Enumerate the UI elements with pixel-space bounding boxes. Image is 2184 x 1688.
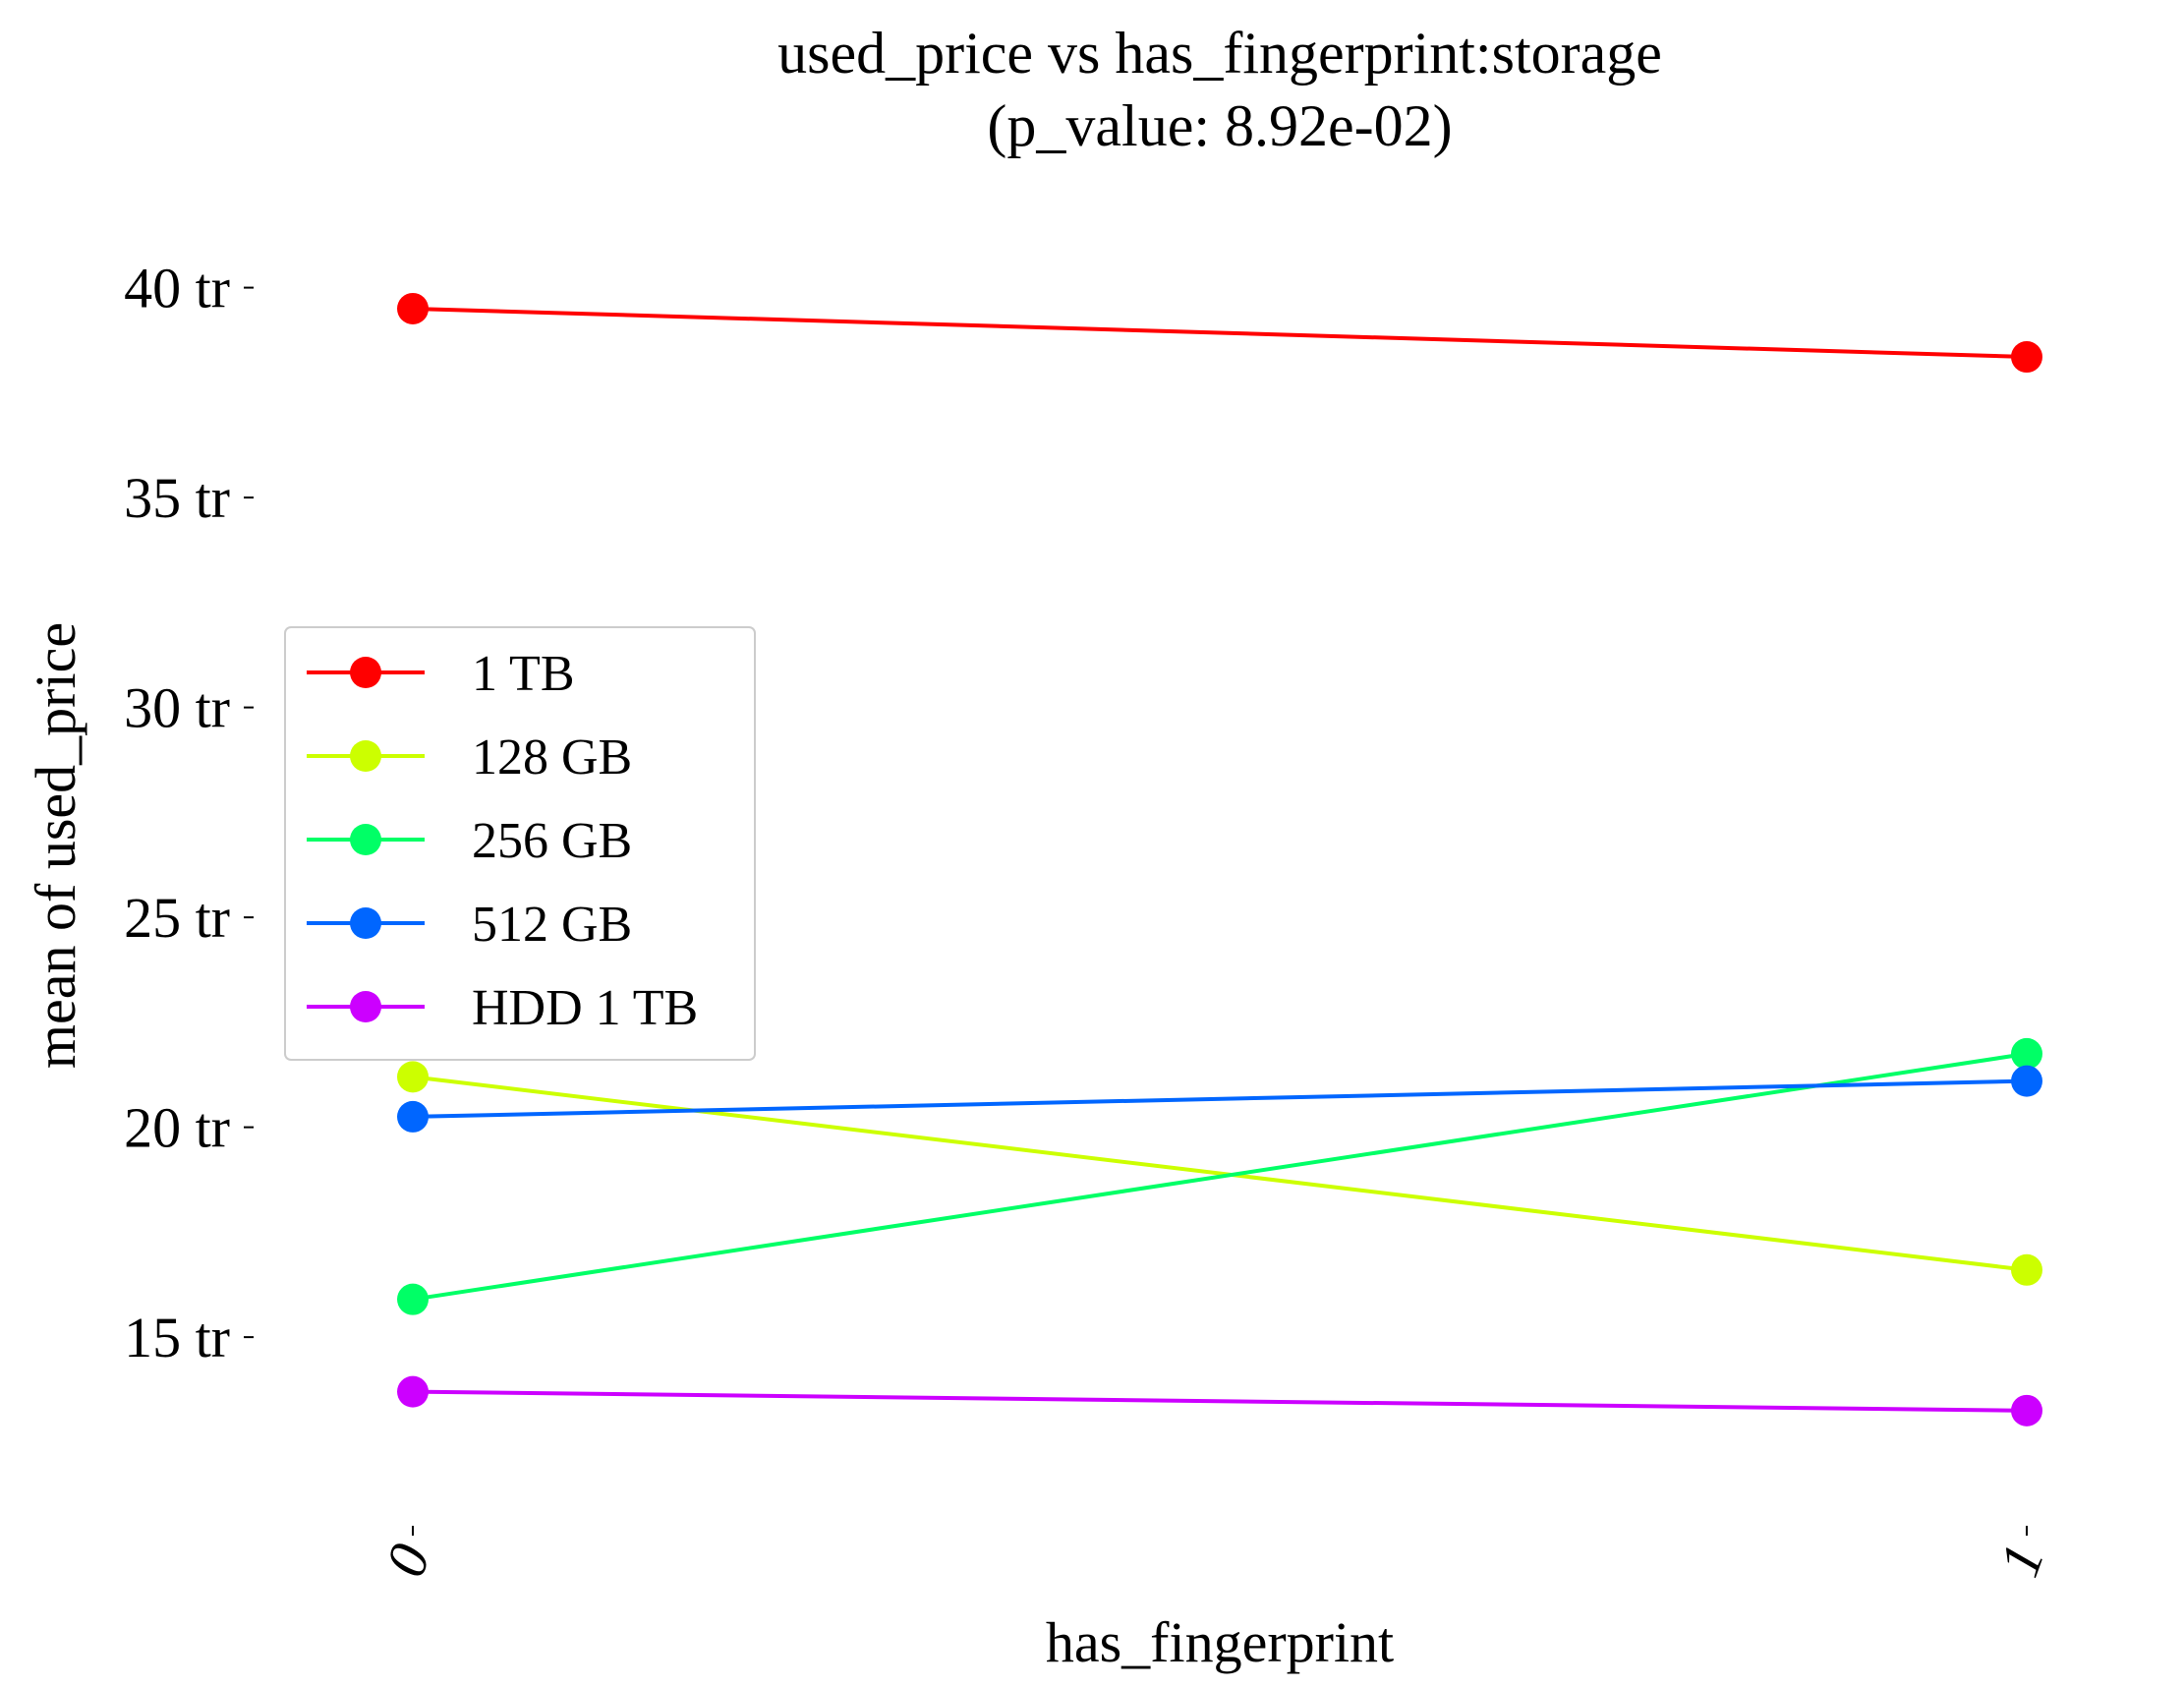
series-line <box>412 1389 2028 1413</box>
chart-title-line: used_price vs has_fingerprint:storage <box>777 21 1662 86</box>
legend-label: 512 GB <box>472 897 632 953</box>
data-point <box>2011 341 2042 374</box>
series-line <box>412 1051 2028 1302</box>
data-point <box>397 292 429 324</box>
legend-marker <box>350 740 381 772</box>
data-point <box>397 1061 429 1093</box>
x-axis-label: has_fingerprint <box>1046 1610 1394 1674</box>
series-line <box>412 1078 2028 1119</box>
legend-marker <box>350 991 381 1022</box>
y-tick-label: 30 tr <box>124 676 230 740</box>
data-point <box>2011 1037 2042 1070</box>
legend-item: 512 GB <box>307 897 632 953</box>
legend-frame <box>284 626 756 1061</box>
legend-item: 1 TB <box>307 646 575 702</box>
y-tick-label: 25 tr <box>124 886 230 950</box>
y-axis: 15 tr 20 tr 25 tr 30 tr 35 tr 40 tr <box>124 257 254 1369</box>
legend-item: 128 GB <box>307 729 632 786</box>
chart-title: used_price vs has_fingerprint:storage (p… <box>777 21 1662 158</box>
legend-label: 1 TB <box>472 646 575 702</box>
chart-subtitle-line: (p_value: 8.92e-02) <box>987 93 1452 158</box>
data-point <box>397 1283 429 1315</box>
series-group <box>397 1065 2042 1133</box>
legend-label: HDD 1 TB <box>472 980 698 1036</box>
series-layer <box>397 292 2042 1426</box>
y-tick-label: 20 tr <box>124 1096 230 1160</box>
series-line <box>412 306 2028 360</box>
legend-label: 128 GB <box>472 729 632 786</box>
y-tick-label: 35 tr <box>124 466 230 530</box>
legend-marker <box>350 907 381 939</box>
x-tick-label: 0 <box>373 1536 442 1584</box>
series-line <box>412 1075 2028 1272</box>
series-group <box>397 292 2042 374</box>
legend-item: 256 GB <box>307 813 632 869</box>
y-axis-label: mean of used_price <box>24 622 87 1069</box>
series-group <box>397 1061 2042 1286</box>
legend-item: HDD 1 TB <box>307 980 698 1036</box>
legend: 1 TB 128 GB 256 GB 512 GB HDD 1 TB <box>284 626 756 1061</box>
legend-marker <box>350 657 381 688</box>
data-point <box>2011 1253 2042 1286</box>
data-point <box>2011 1065 2042 1097</box>
y-tick-label: 40 tr <box>124 257 230 320</box>
data-point <box>2011 1394 2042 1426</box>
data-point <box>397 1375 429 1408</box>
series-group <box>397 1037 2042 1315</box>
x-tick-label: 1 <box>1986 1536 2056 1584</box>
legend-marker <box>350 824 381 855</box>
y-tick-label: 15 tr <box>124 1306 230 1369</box>
series-group <box>397 1375 2042 1426</box>
legend-label: 256 GB <box>472 813 632 869</box>
data-point <box>397 1100 429 1133</box>
